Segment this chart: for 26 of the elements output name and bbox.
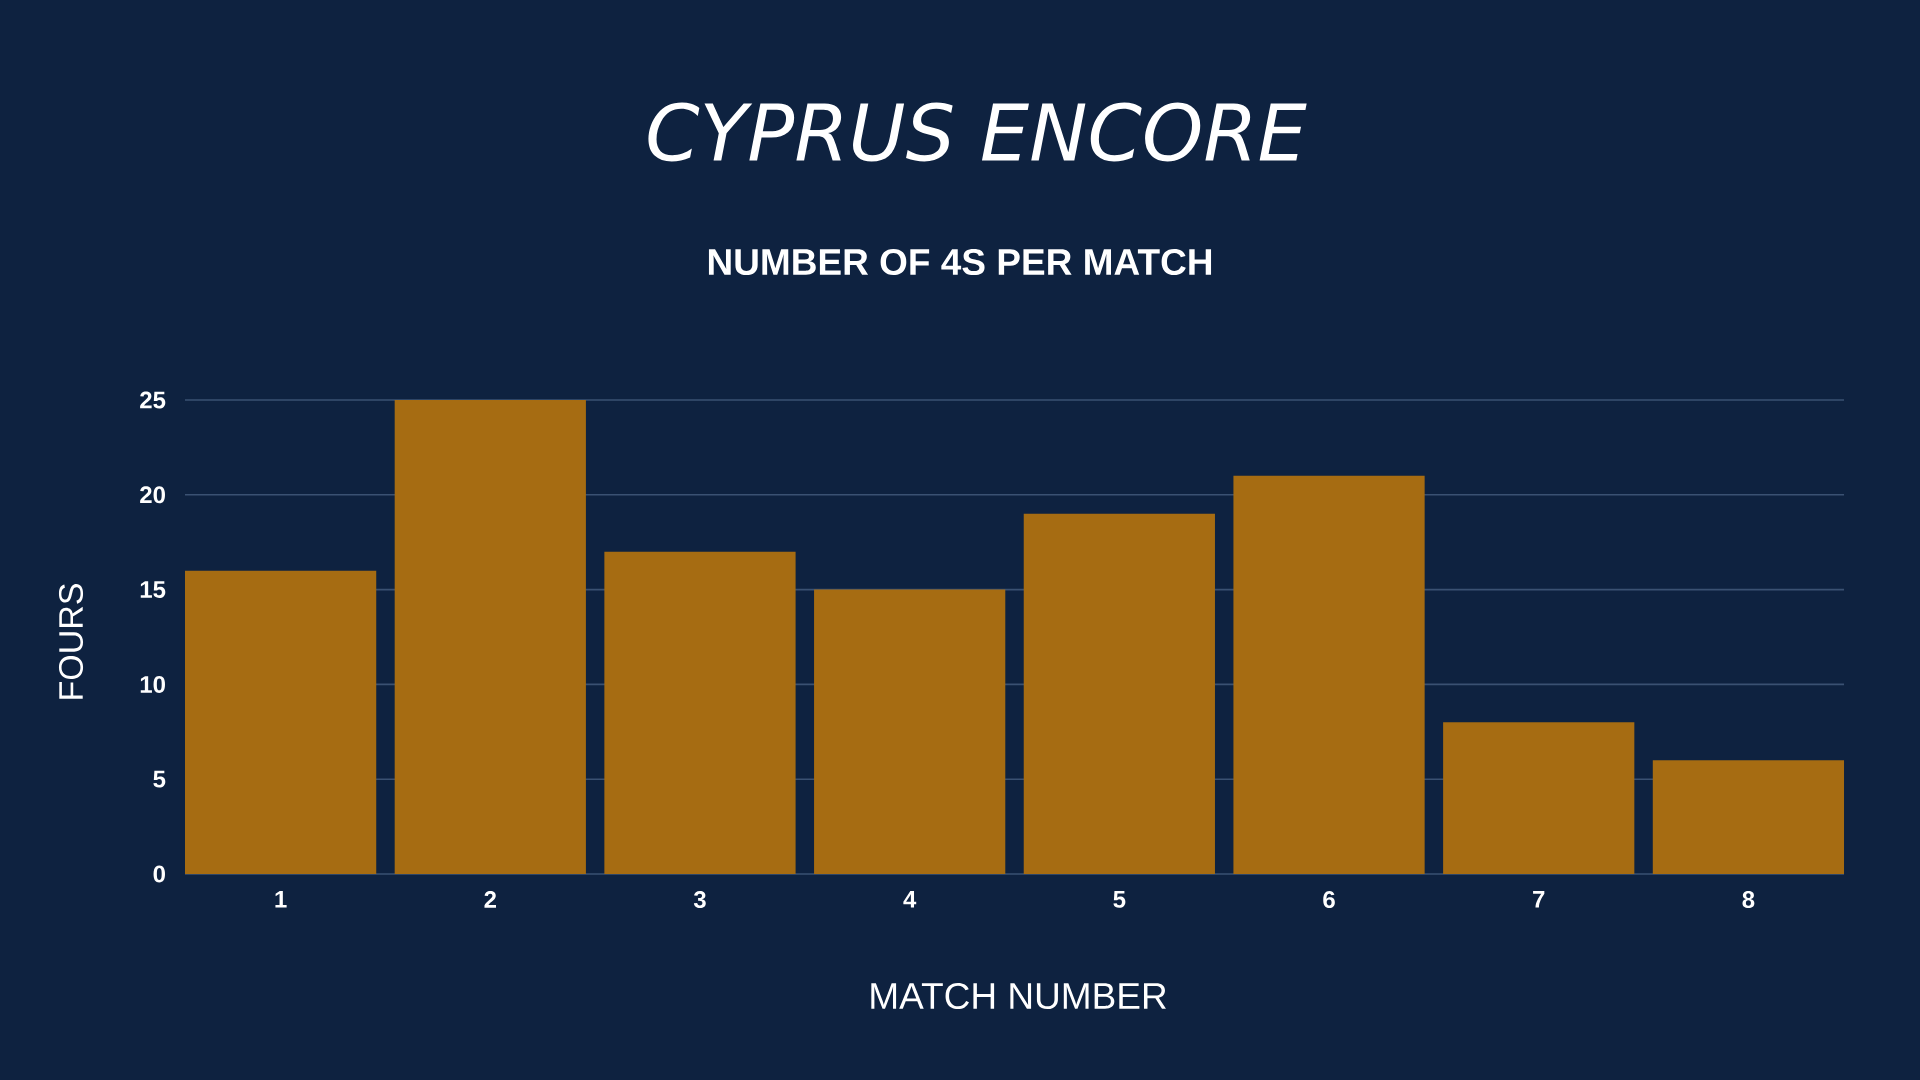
x-tick-label: 6 bbox=[1323, 891, 1335, 909]
bar bbox=[394, 399, 586, 874]
x-tick-label: 7 bbox=[1533, 891, 1545, 908]
x-tick-label: 5 bbox=[1113, 891, 1126, 908]
bar bbox=[1023, 513, 1215, 874]
y-tick-label: 25 bbox=[140, 391, 166, 409]
y-tick-label: 10 bbox=[140, 675, 165, 693]
chart-subtitle: NUMBER OF 4S PER MATCH bbox=[708, 248, 1212, 276]
y-axis-title: FOURS bbox=[58, 584, 84, 699]
y-tick-label: 15 bbox=[140, 581, 166, 598]
y-tick-label: 20 bbox=[140, 486, 165, 504]
x-tick-label: 1 bbox=[275, 891, 287, 908]
x-tick-label: 8 bbox=[1742, 891, 1755, 909]
bar bbox=[1443, 722, 1635, 874]
x-tick-label: 3 bbox=[693, 891, 706, 909]
bar bbox=[185, 570, 377, 874]
y-tick-label: 5 bbox=[153, 770, 166, 788]
x-tick-label: 4 bbox=[903, 891, 917, 908]
x-axis-title: MATCH NUMBER bbox=[871, 982, 1166, 1010]
y-tick-label: 0 bbox=[153, 865, 165, 883]
x-tick-label: 2 bbox=[484, 891, 496, 908]
bar bbox=[1233, 475, 1425, 874]
bar bbox=[1652, 760, 1845, 874]
bar bbox=[604, 551, 796, 874]
chart-title: CYPRUS ENCORE bbox=[648, 102, 1307, 162]
bar bbox=[814, 589, 1006, 874]
